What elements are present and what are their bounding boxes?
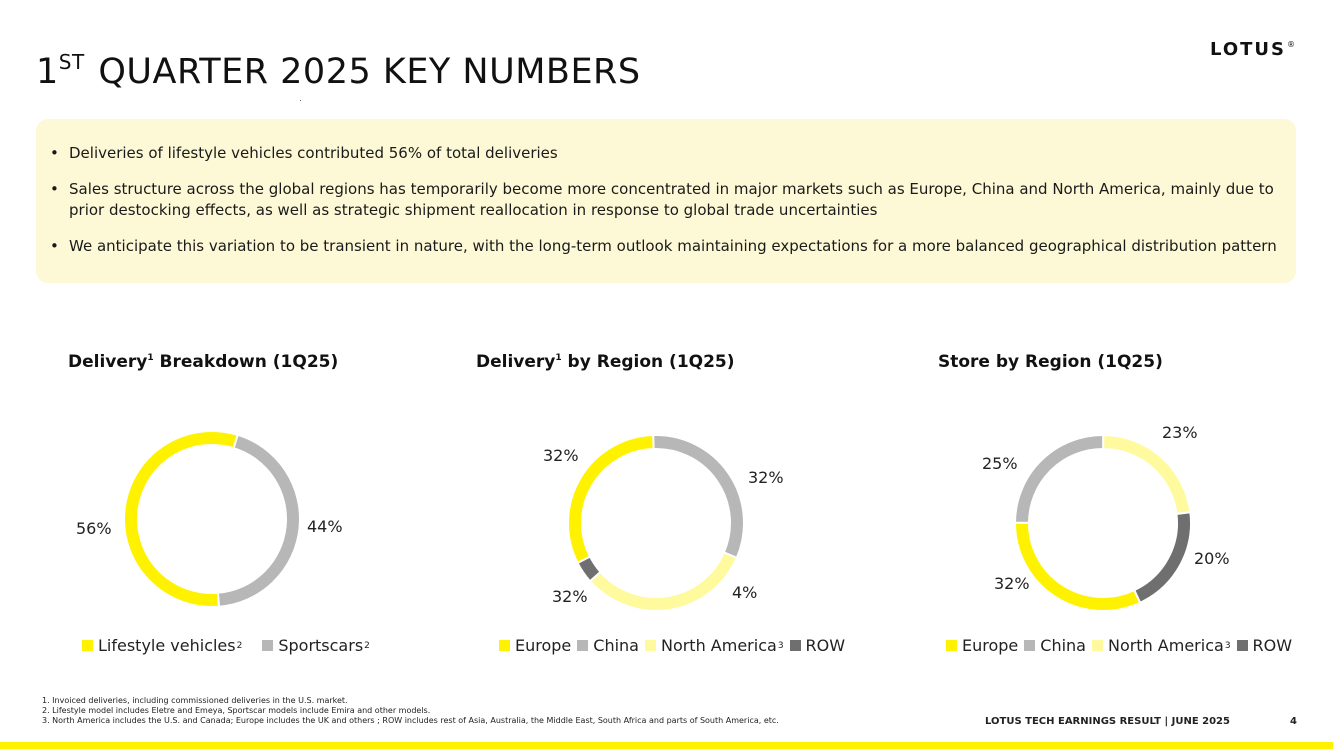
footnote: 1. Invoiced deliveries, including commis… (42, 696, 348, 705)
data-label-row: 4% (732, 583, 758, 602)
bullet-point: Sales structure across the global region… (50, 179, 1282, 221)
page-title: 1ST QUARTER 2025 KEY NUMBERS (36, 50, 641, 92)
data-label-north-america: 32% (748, 468, 784, 487)
donut-slice-row (576, 555, 602, 583)
bullet-point: We anticipate this variation to be trans… (50, 236, 1282, 257)
legend-item-europe: Europe (499, 636, 571, 655)
legend-swatch (577, 640, 589, 651)
legend-swatch (499, 640, 510, 651)
legend-item-sportscars: Sportscars 2 (262, 636, 370, 655)
legend-item-china: China (577, 636, 639, 655)
bullet-point: Deliveries of lifestyle vehicles contrib… (50, 143, 1282, 164)
footnotes: 1. Invoiced deliveries, including commis… (42, 696, 779, 726)
data-label-china: 32% (543, 446, 579, 465)
donut-slice-europe (1014, 521, 1142, 612)
legend-swatch (644, 640, 656, 651)
donut-slice-lifestyle (123, 430, 239, 608)
donut-slice-china (652, 434, 745, 560)
legend-item-lifestyle: Lifestyle vehicles 2 (82, 636, 242, 655)
legend-swatch (262, 640, 274, 651)
donut-slice-north-america (588, 551, 739, 612)
footnote: 3. North America includes the U.S. and C… (42, 716, 779, 725)
donut-slice-row (1132, 511, 1192, 605)
legend-item-row: ROW (789, 636, 845, 655)
key-points-panel: Deliveries of lifestyle vehicles contrib… (36, 119, 1296, 283)
decorative-dot (300, 100, 301, 101)
data-label-europe: 32% (994, 574, 1030, 593)
chart-title-delivery-breakdown: Delivery1 Breakdown (1Q25) (68, 352, 339, 372)
data-label-china: 25% (982, 454, 1018, 473)
data-label-europe: 32% (552, 587, 588, 606)
chart-title-store-by-region: Store by Region (1Q25) (938, 352, 1163, 372)
legend-delivery-by-region: Europe China North America 3 ROW (499, 636, 851, 655)
legend-store-by-region: Europe China North America 3 ROW (946, 636, 1298, 655)
chart-title-delivery-by-region: Delivery1 by Region (1Q25) (476, 352, 735, 372)
donut-chart-store-by-region (1013, 433, 1192, 612)
legend-item-north-america: North America 3 (1091, 636, 1231, 655)
data-label-lifestyle: 56% (76, 519, 112, 538)
donut-slice-sportscars (216, 433, 301, 608)
legend-item-north-america: North America 3 (644, 636, 784, 655)
donut-chart-delivery-by-region (567, 434, 745, 612)
page-number: 4 (1290, 716, 1297, 727)
donut-slice-europe (567, 434, 655, 565)
data-label-north-america: 23% (1162, 423, 1198, 442)
legend-delivery-breakdown: Lifestyle vehicles 2 Sportscars 2 (82, 636, 376, 655)
data-label-sportscars: 44% (307, 517, 343, 536)
bottom-accent-bar (0, 742, 1333, 749)
legend-swatch (789, 640, 801, 651)
legend-swatch (82, 640, 93, 651)
lotus-logo: LOTUS® (1210, 39, 1297, 60)
footer-title: LOTUS TECH EARNINGS RESULT | JUNE 2025 (985, 716, 1230, 727)
donut-slice-china (1013, 434, 1105, 524)
legend-item-europe: Europe (946, 636, 1018, 655)
legend-item-china: China (1024, 636, 1086, 655)
legend-swatch (1091, 640, 1103, 651)
legend-item-row: ROW (1236, 636, 1292, 655)
donut-chart-delivery-breakdown (123, 430, 301, 608)
legend-swatch (1024, 640, 1036, 651)
footnote: 2. Lifestyle model includes Eletre and E… (42, 706, 431, 715)
donut-slice-north-america (1102, 433, 1192, 516)
legend-swatch (946, 640, 957, 651)
data-label-row: 20% (1194, 549, 1230, 568)
legend-swatch (1236, 640, 1248, 651)
